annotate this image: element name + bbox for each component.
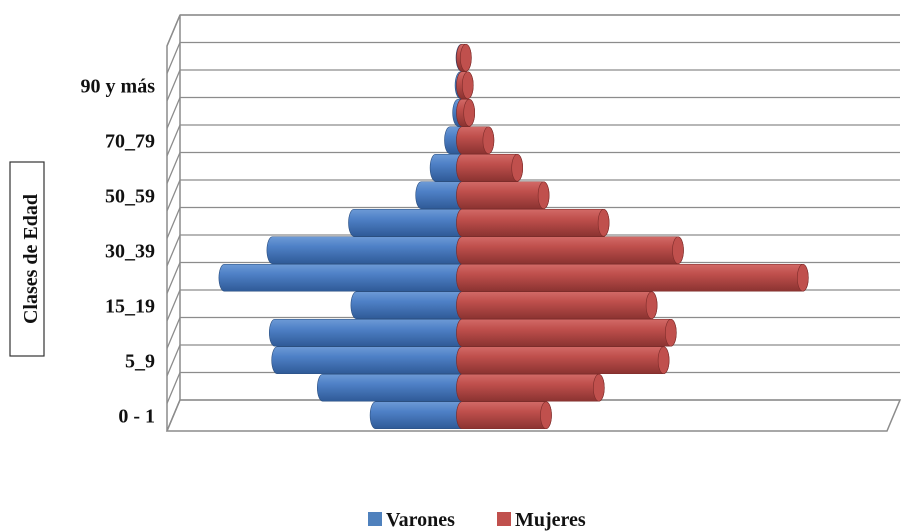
gridline — [166, 151, 900, 184]
bar-mujeres — [456, 318, 677, 347]
gridline — [166, 124, 900, 157]
bar-mujeres — [456, 71, 474, 100]
bar-mujeres — [456, 401, 552, 430]
gridline — [166, 41, 900, 74]
y-tick-label: 5_9 — [125, 350, 155, 372]
bar-mujeres — [456, 263, 809, 292]
gridline — [166, 206, 900, 239]
gridline — [166, 399, 900, 432]
gridline — [166, 234, 900, 267]
bar-mujeres — [456, 236, 684, 265]
legend-label-varones: Varones — [386, 509, 455, 531]
y-tick-label: 50_59 — [105, 185, 155, 207]
bars-group — [218, 43, 809, 430]
bar-mujeres — [456, 126, 495, 155]
gridline — [166, 14, 900, 47]
legend-item-varones: Varones — [368, 509, 455, 531]
bar-varones — [317, 373, 468, 402]
bar-mujeres — [456, 346, 670, 375]
legend-label-mujeres: Mujeres — [515, 509, 586, 531]
bar-mujeres — [456, 43, 472, 72]
bar-varones — [269, 318, 468, 347]
y-tick-label: 70_79 — [105, 130, 155, 152]
legend-item-mujeres: Mujeres — [497, 509, 586, 531]
y-tick-labels: 0 - 1 5_9 15_19 30_39 50_59 70_79 90 y más — [81, 75, 156, 427]
gridline — [166, 179, 900, 212]
bar-varones — [348, 208, 468, 237]
gridline — [166, 316, 900, 349]
y-axis-title: Clases de Edad — [9, 161, 45, 357]
bar-mujeres — [456, 181, 550, 210]
y-axis-title-box — [9, 161, 45, 357]
legend: Varones Mujeres — [368, 509, 586, 531]
bar-mujeres — [456, 153, 524, 182]
bar-varones — [266, 236, 468, 265]
gridline — [166, 96, 900, 129]
bar-varones — [369, 401, 468, 430]
legend-swatch-mujeres — [497, 512, 511, 526]
y-tick-label: 0 - 1 — [118, 405, 155, 427]
y-tick-label: 30_39 — [105, 240, 155, 262]
bar-mujeres — [456, 208, 610, 237]
legend-swatch-varones — [368, 512, 382, 526]
y-tick-label: 15_19 — [105, 295, 155, 317]
bar-mujeres — [456, 291, 658, 320]
bar-varones — [218, 263, 468, 292]
bar-varones — [350, 291, 468, 320]
bar-varones — [271, 346, 468, 375]
gridline — [166, 69, 900, 102]
bar-mujeres — [456, 98, 476, 127]
y-axis-title-text: Clases de Edad — [20, 194, 42, 324]
bar-mujeres — [456, 373, 605, 402]
y-tick-label: 90 y más — [81, 75, 156, 97]
